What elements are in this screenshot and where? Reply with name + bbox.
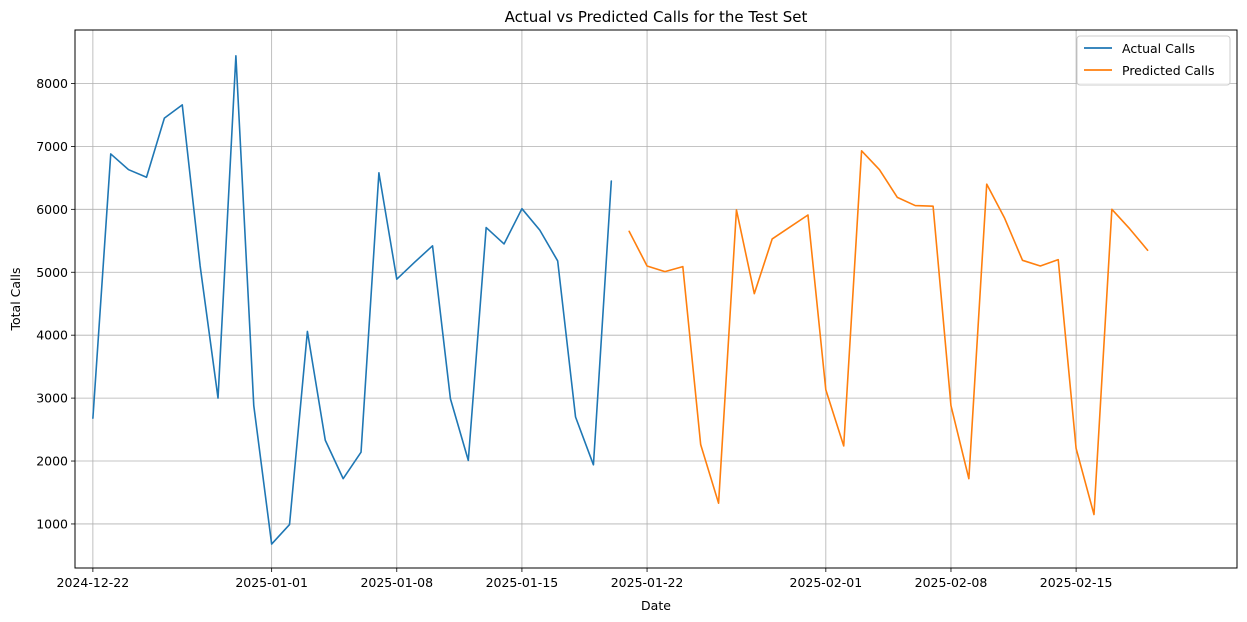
data-point: [271, 543, 273, 545]
y-tick-label: 7000: [36, 139, 68, 154]
data-point: [879, 169, 881, 171]
data-point: [414, 261, 416, 263]
x-tick-label: 2025-01-08: [360, 575, 433, 590]
data-point: [450, 398, 452, 400]
y-tick-label: 6000: [36, 202, 68, 217]
data-point: [1057, 259, 1059, 261]
data-point: [253, 405, 255, 407]
data-point: [1075, 448, 1077, 450]
data-point: [324, 439, 326, 441]
x-tick-label: 2025-02-08: [915, 575, 988, 590]
data-point: [682, 266, 684, 268]
data-point: [646, 265, 648, 267]
y-tick-label: 5000: [36, 265, 68, 280]
data-point: [289, 524, 291, 526]
data-point: [575, 416, 577, 418]
data-point: [146, 176, 148, 178]
data-point: [861, 150, 863, 152]
data-point: [396, 278, 398, 280]
data-point: [342, 478, 344, 480]
data-point: [1039, 265, 1041, 267]
x-axis-title: Date: [641, 598, 671, 613]
data-point: [557, 260, 559, 262]
data-point: [181, 104, 183, 106]
data-point: [92, 417, 94, 419]
data-point: [771, 238, 773, 240]
x-axis: 2024-12-22 2025-01-01 2025-01-08 2025-01-15…: [57, 568, 1113, 590]
data-point: [360, 451, 362, 453]
data-point: [914, 205, 916, 207]
y-tick-label: 3000: [36, 391, 68, 406]
data-point: [896, 196, 898, 198]
data-point: [807, 214, 809, 216]
data-point: [432, 245, 434, 247]
data-point: [1147, 249, 1149, 251]
data-point: [1022, 259, 1024, 261]
data-point: [700, 444, 702, 446]
data-point: [628, 230, 630, 232]
data-point: [128, 169, 130, 171]
x-tick-label: 2025-01-22: [611, 575, 684, 590]
legend-box: [1076, 35, 1231, 86]
data-point: [1129, 228, 1131, 230]
data-point: [753, 293, 755, 295]
series-line-predicted-calls: [628, 150, 1149, 516]
data-point: [163, 117, 165, 119]
data-point: [825, 389, 827, 391]
data-point: [664, 271, 666, 273]
data-point: [843, 445, 845, 447]
data-point: [950, 405, 952, 407]
data-point: [718, 502, 720, 504]
data-point: [467, 460, 469, 462]
legend: Actual Calls Predicted Calls: [1076, 35, 1231, 86]
data-point: [217, 397, 219, 399]
data-point: [539, 229, 541, 231]
chart-title: Actual vs Predicted Calls for the Test S…: [505, 8, 808, 26]
data-point: [1004, 217, 1006, 219]
x-tick-label: 2025-01-01: [235, 575, 308, 590]
data-point: [932, 205, 934, 207]
data-point: [378, 172, 380, 174]
x-tick-label: 2025-02-01: [790, 575, 863, 590]
x-tick-label: 2025-02-15: [1040, 575, 1113, 590]
data-point: [1093, 514, 1095, 516]
y-tick-label: 8000: [36, 76, 68, 91]
data-point: [736, 209, 738, 211]
y-tick-label: 1000: [36, 516, 68, 531]
data-point: [610, 180, 612, 182]
x-tick-label: 2024-12-22: [57, 575, 130, 590]
y-axis-title: Total Calls: [8, 267, 23, 331]
y-tick-label: 2000: [36, 454, 68, 469]
data-point: [503, 243, 505, 245]
data-point: [968, 478, 970, 480]
y-axis: 1000 2000 3000 4000 5000 6000 7000 8000: [36, 76, 75, 531]
data-point: [986, 183, 988, 185]
series-layer: [92, 54, 1149, 545]
series-line-actual-calls: [92, 54, 613, 545]
plot-frame: [74, 29, 1238, 569]
data-point: [307, 331, 309, 333]
x-tick-label: 2025-01-15: [486, 575, 559, 590]
data-point: [199, 265, 201, 267]
legend-label-predicted: Predicted Calls: [1122, 63, 1215, 78]
data-point: [485, 227, 487, 229]
data-point: [789, 226, 791, 228]
data-point: [1111, 208, 1113, 210]
data-point: [110, 153, 112, 155]
data-point: [593, 464, 595, 466]
legend-label-actual: Actual Calls: [1122, 41, 1195, 56]
y-tick-label: 4000: [36, 328, 68, 343]
data-point: [235, 55, 237, 57]
grid: [75, 30, 1237, 568]
data-point: [521, 208, 523, 210]
